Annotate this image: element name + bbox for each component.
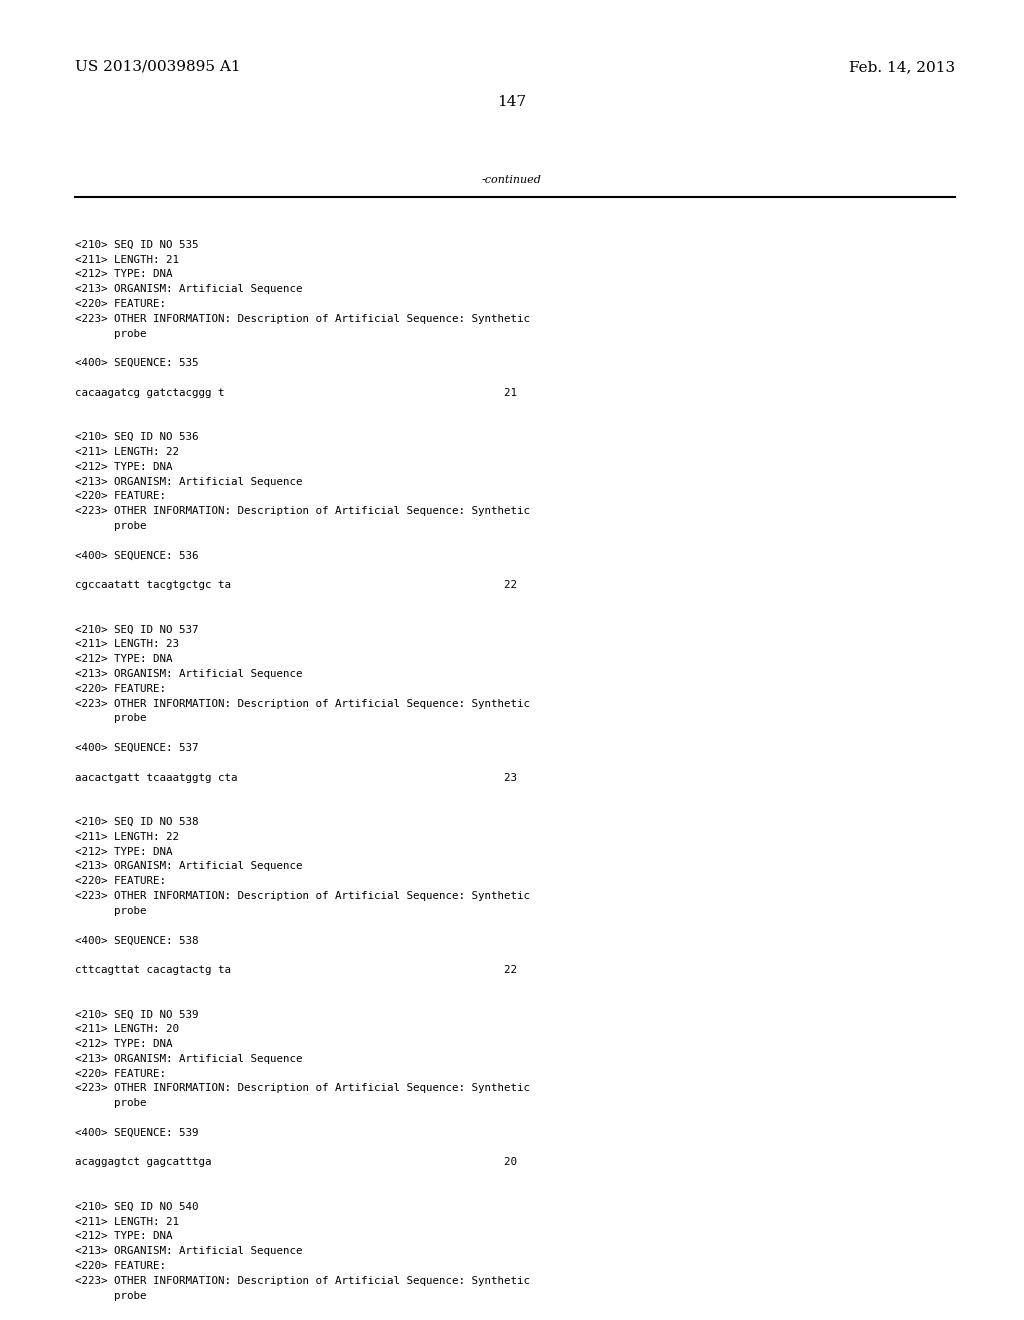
Text: <223> OTHER INFORMATION: Description of Artificial Sequence: Synthetic: <223> OTHER INFORMATION: Description of … (75, 506, 530, 516)
Text: <212> TYPE: DNA: <212> TYPE: DNA (75, 846, 172, 857)
Text: <213> ORGANISM: Artificial Sequence: <213> ORGANISM: Artificial Sequence (75, 862, 302, 871)
Text: probe: probe (75, 713, 146, 723)
Text: US 2013/0039895 A1: US 2013/0039895 A1 (75, 59, 241, 74)
Text: <223> OTHER INFORMATION: Description of Artificial Sequence: Synthetic: <223> OTHER INFORMATION: Description of … (75, 698, 530, 709)
Text: <211> LENGTH: 21: <211> LENGTH: 21 (75, 255, 179, 264)
Text: probe: probe (75, 1098, 146, 1109)
Text: probe: probe (75, 906, 146, 916)
Text: <220> FEATURE:: <220> FEATURE: (75, 300, 166, 309)
Text: <223> OTHER INFORMATION: Description of Artificial Sequence: Synthetic: <223> OTHER INFORMATION: Description of … (75, 891, 530, 902)
Text: Feb. 14, 2013: Feb. 14, 2013 (849, 59, 955, 74)
Text: <213> ORGANISM: Artificial Sequence: <213> ORGANISM: Artificial Sequence (75, 1246, 302, 1257)
Text: <400> SEQUENCE: 538: <400> SEQUENCE: 538 (75, 936, 199, 945)
Text: <220> FEATURE:: <220> FEATURE: (75, 876, 166, 886)
Text: acaggagtct gagcatttga                                             20: acaggagtct gagcatttga 20 (75, 1158, 517, 1167)
Text: <212> TYPE: DNA: <212> TYPE: DNA (75, 462, 172, 471)
Text: <211> LENGTH: 20: <211> LENGTH: 20 (75, 1024, 179, 1034)
Text: aacactgatt tcaaatggtg cta                                         23: aacactgatt tcaaatggtg cta 23 (75, 772, 517, 783)
Text: <220> FEATURE:: <220> FEATURE: (75, 491, 166, 502)
Text: <212> TYPE: DNA: <212> TYPE: DNA (75, 1039, 172, 1049)
Text: <210> SEQ ID NO 535: <210> SEQ ID NO 535 (75, 240, 199, 249)
Text: <211> LENGTH: 22: <211> LENGTH: 22 (75, 832, 179, 842)
Text: <210> SEQ ID NO 537: <210> SEQ ID NO 537 (75, 624, 199, 635)
Text: <220> FEATURE:: <220> FEATURE: (75, 1261, 166, 1271)
Text: <211> LENGTH: 22: <211> LENGTH: 22 (75, 447, 179, 457)
Text: probe: probe (75, 329, 146, 339)
Text: <400> SEQUENCE: 536: <400> SEQUENCE: 536 (75, 550, 199, 561)
Text: <211> LENGTH: 23: <211> LENGTH: 23 (75, 639, 179, 649)
Text: cacaagatcg gatctacggg t                                           21: cacaagatcg gatctacggg t 21 (75, 388, 517, 397)
Text: <211> LENGTH: 21: <211> LENGTH: 21 (75, 1217, 179, 1226)
Text: cgccaatatt tacgtgctgc ta                                          22: cgccaatatt tacgtgctgc ta 22 (75, 581, 517, 590)
Text: <213> ORGANISM: Artificial Sequence: <213> ORGANISM: Artificial Sequence (75, 284, 302, 294)
Text: <213> ORGANISM: Artificial Sequence: <213> ORGANISM: Artificial Sequence (75, 477, 302, 487)
Text: <213> ORGANISM: Artificial Sequence: <213> ORGANISM: Artificial Sequence (75, 669, 302, 678)
Text: <210> SEQ ID NO 536: <210> SEQ ID NO 536 (75, 432, 199, 442)
Text: <210> SEQ ID NO 538: <210> SEQ ID NO 538 (75, 817, 199, 828)
Text: cttcagttat cacagtactg ta                                          22: cttcagttat cacagtactg ta 22 (75, 965, 517, 975)
Text: <223> OTHER INFORMATION: Description of Artificial Sequence: Synthetic: <223> OTHER INFORMATION: Description of … (75, 1084, 530, 1093)
Text: <220> FEATURE:: <220> FEATURE: (75, 684, 166, 694)
Text: <220> FEATURE:: <220> FEATURE: (75, 1069, 166, 1078)
Text: <213> ORGANISM: Artificial Sequence: <213> ORGANISM: Artificial Sequence (75, 1053, 302, 1064)
Text: <223> OTHER INFORMATION: Description of Artificial Sequence: Synthetic: <223> OTHER INFORMATION: Description of … (75, 314, 530, 323)
Text: -continued: -continued (482, 176, 542, 185)
Text: <210> SEQ ID NO 540: <210> SEQ ID NO 540 (75, 1201, 199, 1212)
Text: <400> SEQUENCE: 537: <400> SEQUENCE: 537 (75, 743, 199, 752)
Text: probe: probe (75, 521, 146, 531)
Text: 147: 147 (498, 95, 526, 110)
Text: <400> SEQUENCE: 539: <400> SEQUENCE: 539 (75, 1127, 199, 1138)
Text: <210> SEQ ID NO 539: <210> SEQ ID NO 539 (75, 1010, 199, 1019)
Text: <212> TYPE: DNA: <212> TYPE: DNA (75, 269, 172, 280)
Text: <223> OTHER INFORMATION: Description of Artificial Sequence: Synthetic: <223> OTHER INFORMATION: Description of … (75, 1276, 530, 1286)
Text: <400> SEQUENCE: 535: <400> SEQUENCE: 535 (75, 358, 199, 368)
Text: probe: probe (75, 1291, 146, 1300)
Text: <212> TYPE: DNA: <212> TYPE: DNA (75, 655, 172, 664)
Text: <212> TYPE: DNA: <212> TYPE: DNA (75, 1232, 172, 1241)
